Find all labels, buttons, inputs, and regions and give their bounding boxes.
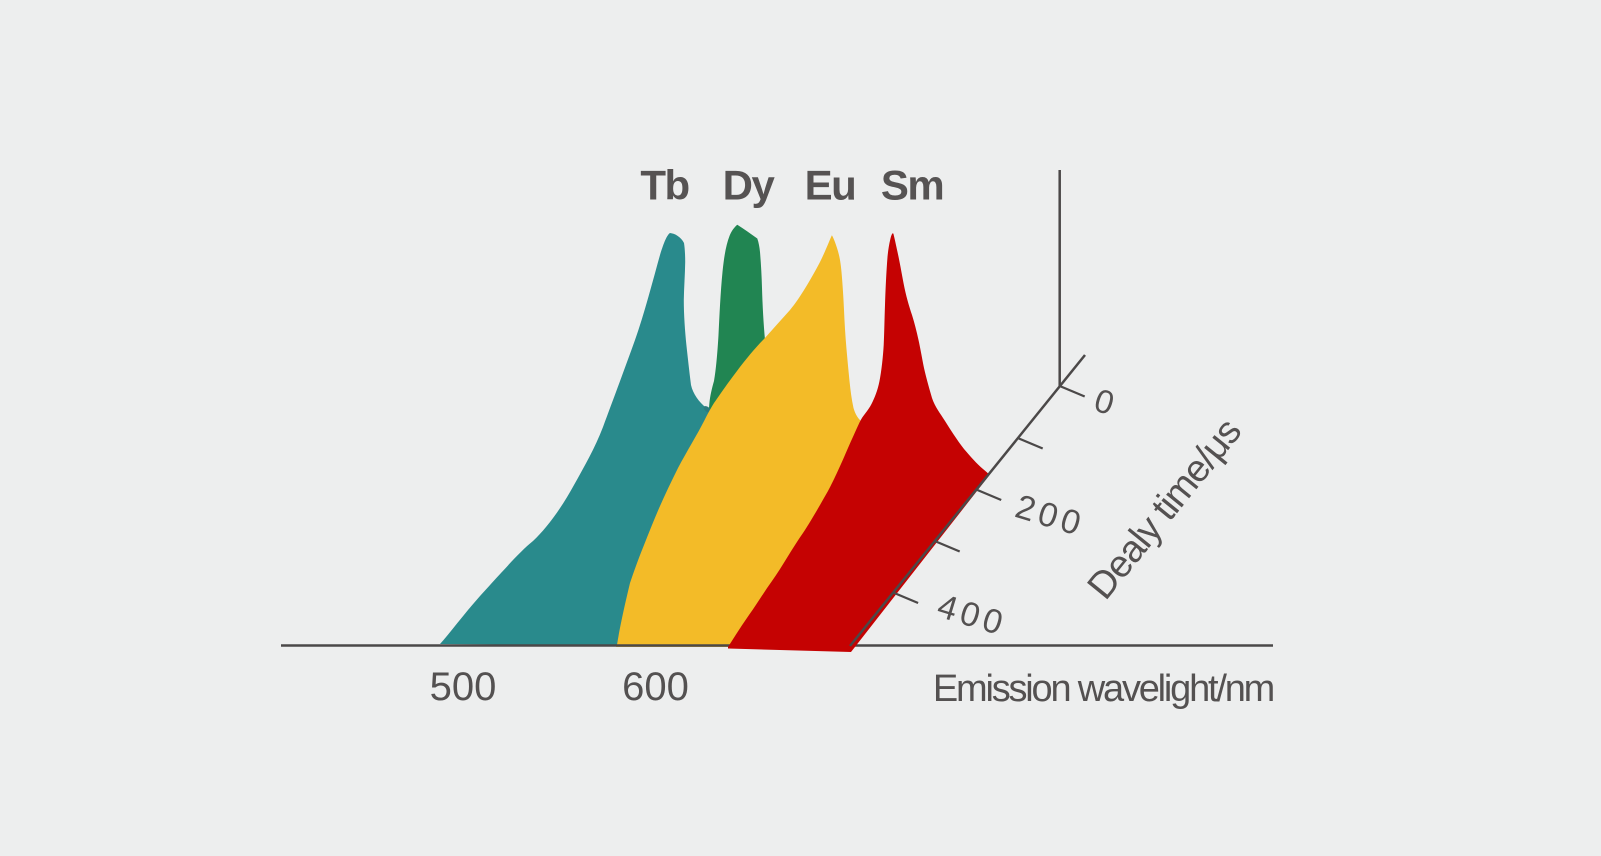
svg-text:Eu: Eu	[805, 162, 856, 209]
svg-text:Tb: Tb	[640, 162, 688, 209]
svg-text:Emission wavelight/nm: Emission wavelight/nm	[933, 668, 1274, 710]
svg-text:500: 500	[430, 665, 497, 709]
svg-text:Dy: Dy	[723, 162, 776, 209]
svg-text:Sm: Sm	[881, 162, 943, 209]
svg-text:600: 600	[622, 665, 689, 709]
